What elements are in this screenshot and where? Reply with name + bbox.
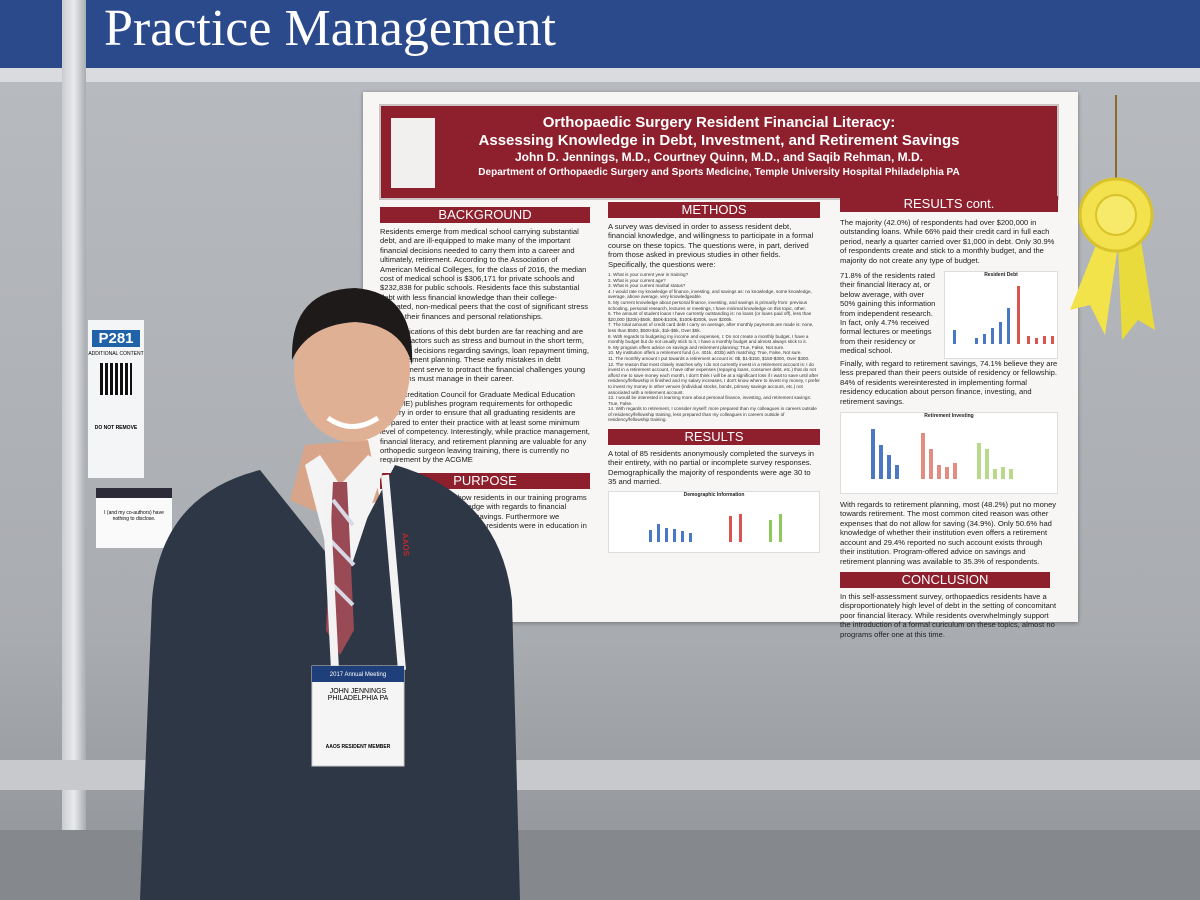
sign-label: ADDITIONAL CONTENT (88, 351, 144, 357)
paragraph: Residents emerge from medical school car… (380, 227, 589, 321)
paragraph: The majority (42.0%) of respondents had … (840, 218, 1055, 265)
question-list: 1. What is your current year in training… (608, 272, 820, 423)
paragraph: The implications of this debt burden are… (380, 327, 589, 384)
paragraph: 71.8% of the residents rated their finan… (840, 271, 936, 356)
paragraph: With regards to retirement planning, mos… (840, 500, 1057, 566)
university-logo (391, 118, 435, 188)
question: 5. My current knowledge about personal f… (608, 300, 808, 311)
question: 7. The total amount of credit card debt … (608, 322, 814, 333)
sign-number: P281 (92, 330, 140, 347)
paragraph: A survey was devised in order to assess … (608, 222, 814, 269)
disclosure-text: I (and my co-authors) have nothing to di… (104, 510, 164, 522)
section-heading: METHODS (608, 202, 820, 218)
lanyard-text: AAOS (400, 532, 411, 557)
question: 4. I would rate my knowledge of finance,… (608, 288, 812, 300)
question: 2. What is your current age? (608, 277, 666, 283)
section-heading: RESULTS (608, 429, 820, 446)
disclosure-card: I (and my co-authors) have nothing to di… (96, 488, 172, 548)
figure-graphic (649, 513, 782, 542)
badge-member: AAOS RESIDENT MEMBER (325, 744, 391, 750)
question: 11. The monthly amount I put towards a r… (608, 355, 810, 361)
question: 3. What is your current marital status? (608, 283, 686, 289)
section-heading: BACKGROUND (380, 207, 590, 223)
figure-title: Demographic Information (683, 491, 745, 498)
section-heading: CONCLUSION (840, 571, 1050, 588)
section-heading: RESULTS cont. (840, 196, 1058, 212)
badge-city: PHILADELPHIA PA (327, 695, 389, 702)
qr-code (100, 363, 132, 395)
question: 8. With regards to budgeting my income a… (608, 333, 809, 345)
figure-graphic (871, 429, 1013, 480)
figure-graphic (953, 286, 1054, 345)
name-badge (311, 665, 405, 767)
card-header (96, 488, 172, 498)
row: 71.8% of the residents rated their finan… (840, 271, 1058, 360)
banner-title: Practice Management (104, 0, 556, 57)
paragraph: The Accreditation Council for Graduate M… (380, 389, 590, 465)
banner: Practice Management (0, 0, 1200, 82)
question: 14. With regards to retirement, I consid… (608, 406, 817, 423)
question: 10. My institution offers a retirement f… (608, 350, 802, 356)
paragraph: In this self-assessment survey, orthopae… (840, 591, 1057, 639)
sign: P281 ADDITIONAL CONTENT DO NOT REMOVE (88, 320, 144, 478)
column: RESULTS cont. The majority (42.0%) of re… (840, 196, 1058, 639)
question: 9. My program offers advice on savings a… (608, 344, 785, 350)
question: 6. The amount of student loans I have cu… (608, 311, 812, 322)
badge-text: 2017 Annual Meeting JOHN JENNINGS PHILAD… (312, 668, 404, 750)
person (140, 288, 520, 900)
frame-post (62, 0, 86, 900)
poster-department: Department of Orthopaedic Surgery and Sp… (478, 167, 960, 178)
column: METHODS A survey was devised in order to… (608, 202, 820, 553)
paragraph: Finally, with regard to retirement savin… (840, 359, 1058, 406)
award-ribbon (1070, 95, 1155, 340)
poster-title: Orthopaedic Surgery Resident Financial L… (542, 114, 896, 131)
paragraph: A total of 85 residents anonymously comp… (608, 449, 814, 487)
figure: Demographic Information (608, 490, 820, 553)
question: 1. What is your current year in training… (608, 272, 689, 278)
question: 12. The reason that most closely matches… (608, 361, 820, 395)
question: 13. I would be interested in learning mo… (608, 395, 812, 406)
badge-name: JOHN JENNINGS (329, 688, 387, 695)
sign-note: DO NOT REMOVE (94, 425, 138, 431)
badge-meeting: 2017 Annual Meeting (329, 672, 387, 678)
poster-title-bar: Orthopaedic Surgery Resident Financial L… (379, 104, 1059, 200)
figure: Resident Debt (944, 271, 1058, 360)
figure-title: Resident Debt (984, 272, 1018, 279)
figure: Retirement Investing (840, 412, 1058, 495)
figure-title: Retirement Investing (924, 413, 974, 420)
poster-authors: John D. Jennings, M.D., Courtney Quinn, … (514, 150, 924, 164)
poster-title: Assessing Knowledge in Debt, Investment,… (478, 132, 960, 149)
